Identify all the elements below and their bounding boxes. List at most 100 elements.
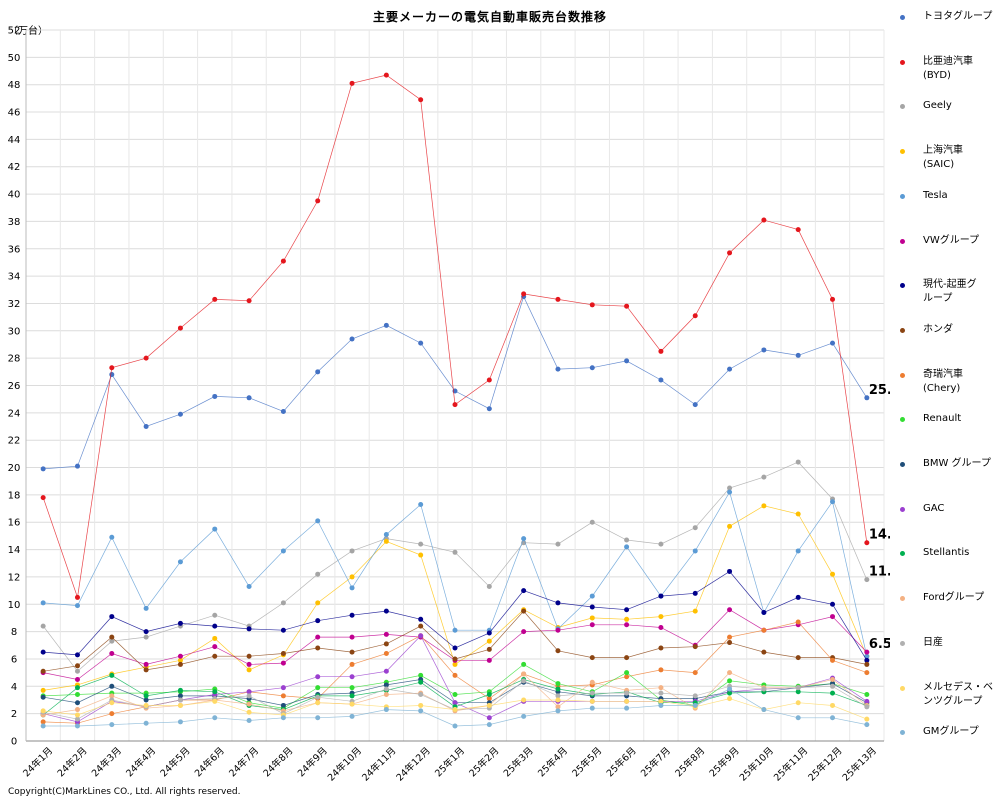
legend-label: トヨタグループ [923, 11, 993, 22]
legend-label: Stellantis [923, 547, 970, 559]
data-point-8 [864, 670, 870, 676]
data-point-0 [864, 395, 870, 401]
data-point-3 [624, 616, 630, 622]
data-point-1 [177, 325, 183, 331]
y-tick-label: 50 [8, 53, 21, 64]
data-point-0 [589, 365, 595, 371]
data-point-0 [418, 340, 424, 346]
data-point-9 [349, 685, 355, 691]
data-point-1 [40, 495, 46, 501]
legend-marker [900, 640, 905, 646]
y-tick-label: 44 [8, 135, 21, 146]
data-point-13 [521, 671, 527, 677]
data-point-11 [864, 698, 870, 704]
data-point-0 [624, 358, 630, 364]
data-point-11 [315, 674, 321, 680]
legend-marker [900, 596, 905, 602]
data-point-1 [315, 198, 321, 204]
data-point-5 [349, 634, 355, 640]
y-tick-label: 22 [8, 436, 21, 447]
data-point-15 [177, 702, 183, 708]
data-point-6 [109, 614, 115, 620]
data-point-0 [315, 369, 321, 375]
y-tick-label: 34 [8, 272, 21, 283]
data-point-9 [315, 685, 321, 691]
legend-label: 現代-起亜グ ループ [923, 279, 977, 305]
legend-label: 奇瑞汽車 (Chery) [923, 368, 963, 394]
data-point-6 [212, 623, 218, 629]
data-point-0 [692, 402, 698, 408]
x-tick-label: 24年7月 [226, 745, 261, 780]
data-point-0 [830, 340, 836, 346]
data-point-8 [383, 650, 389, 656]
y-tick-label: 26 [8, 381, 21, 392]
data-point-7 [486, 646, 492, 652]
y-tick-label: 42 [8, 162, 21, 173]
x-tick-label: 24年8月 [261, 745, 296, 780]
data-point-2 [761, 474, 767, 480]
x-tick-label: 25年4月 [535, 745, 570, 780]
data-point-15 [830, 702, 836, 708]
data-point-3 [692, 608, 698, 614]
data-point-1 [658, 348, 664, 354]
data-point-0 [74, 463, 80, 469]
data-point-4 [349, 585, 355, 591]
data-point-1 [109, 365, 115, 371]
y-tick-label: 8 [11, 627, 17, 638]
data-point-16 [555, 708, 561, 714]
data-point-2 [109, 638, 115, 644]
data-point-1 [624, 303, 630, 309]
data-point-13 [74, 707, 80, 713]
line-chart: 0246810121416182022242628303234363840424… [8, 26, 890, 784]
data-point-0 [383, 322, 389, 328]
chart-title: 主要メーカーの電気自動車販売台数推移 [372, 10, 607, 24]
data-point-9 [555, 681, 561, 687]
legend-marker [900, 149, 905, 155]
data-point-4 [521, 536, 527, 542]
data-point-16 [280, 715, 286, 721]
data-point-16 [143, 720, 149, 726]
x-tick-label: 24年10月 [325, 745, 364, 784]
legend-label: GMグループ [923, 726, 979, 738]
legend-label: 比亜迪汽車 (BYD) [923, 55, 973, 81]
data-point-5 [624, 622, 630, 628]
data-point-4 [692, 548, 698, 554]
legend-marker [900, 417, 905, 423]
data-point-16 [692, 702, 698, 708]
data-point-9 [624, 670, 630, 676]
data-point-15 [349, 701, 355, 707]
data-point-7 [589, 655, 595, 661]
x-tick-label: 24年12月 [394, 745, 433, 784]
data-point-15 [795, 700, 801, 706]
data-point-6 [452, 645, 458, 651]
legend-marker [900, 372, 905, 378]
y-axis-unit-label: （万台） [8, 26, 48, 37]
data-point-15 [589, 698, 595, 704]
legend-marker [900, 730, 905, 736]
data-point-15 [624, 698, 630, 704]
data-point-15 [418, 702, 424, 708]
data-point-8 [349, 661, 355, 667]
data-point-15 [109, 700, 115, 706]
data-point-7 [280, 650, 286, 656]
data-point-4 [624, 544, 630, 550]
data-point-3 [383, 538, 389, 544]
data-point-2 [418, 541, 424, 547]
x-tick-label: 24年5月 [158, 745, 193, 780]
value-annotation: 25.1 [869, 383, 890, 398]
data-point-2 [40, 623, 46, 629]
data-point-16 [521, 713, 527, 719]
data-point-14 [624, 690, 630, 696]
data-point-7 [383, 641, 389, 647]
data-point-5 [212, 644, 218, 650]
data-point-4 [143, 605, 149, 611]
data-point-2 [74, 668, 80, 674]
series-line-2 [42, 461, 868, 672]
data-point-14 [830, 683, 836, 689]
data-point-2 [349, 548, 355, 554]
data-point-13 [727, 670, 733, 676]
x-tick-label: 25年10月 [737, 745, 776, 784]
data-point-8 [658, 667, 664, 673]
data-point-5 [830, 614, 836, 620]
data-point-1 [212, 296, 218, 302]
